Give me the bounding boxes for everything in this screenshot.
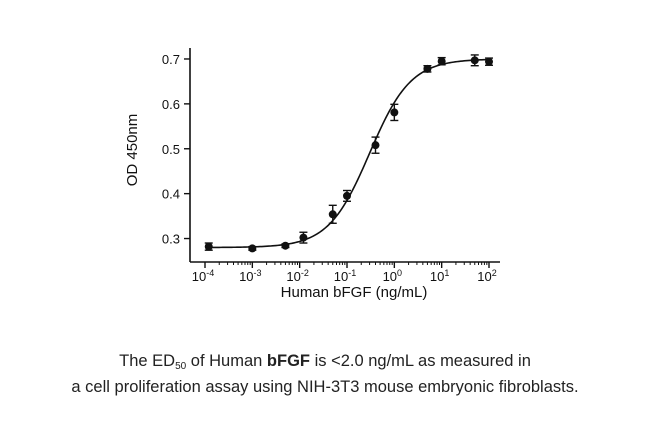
caption-subscript: 50: [175, 361, 187, 372]
x-tick-base: 10: [286, 269, 300, 284]
x-tick-label: 101: [430, 268, 449, 284]
data-point: [281, 241, 290, 250]
y-tick-label: 0.7: [162, 52, 180, 67]
data-point: [343, 191, 351, 200]
data-point: [485, 57, 493, 66]
x-tick-exponent: 2: [492, 268, 497, 278]
x-tick-base: 10: [477, 269, 491, 284]
x-tick-base: 10: [334, 269, 348, 284]
y-tick-label: 0.5: [162, 142, 180, 157]
x-tick-base: 10: [383, 269, 397, 284]
chart-svg: 10-4 10-3 10-2 10-1 100 101 1020.30.40.50.60.7…: [124, 48, 500, 301]
x-tick-base: 10: [430, 269, 444, 284]
caption-post: is <2.0 ng/mL as measured in: [309, 352, 531, 370]
y-tick-label: 0.6: [162, 97, 180, 112]
fit-curve: [204, 58, 490, 249]
figure-caption: The ED50 of Human bFGF is <2.0 ng/mL as …: [0, 348, 650, 400]
caption-line-2: a cell proliferation assay using NIH-3T3…: [71, 378, 579, 396]
x-tick-label: 102: [477, 268, 496, 284]
x-tick-exponent: -4: [206, 268, 214, 278]
x-tick-label: 10-4: [192, 268, 214, 284]
caption-mid: of Human: [186, 352, 267, 370]
chart-axes: [189, 48, 500, 263]
y-tick-label: 0.3: [162, 232, 180, 247]
x-tick-exponent: 0: [397, 268, 402, 278]
x-tick-exponent: -3: [254, 268, 262, 278]
x-tick-label: 100: [383, 268, 402, 284]
data-point: [328, 210, 337, 219]
data-point: [390, 108, 399, 117]
x-tick-base: 10: [192, 269, 206, 284]
caption-line-1: The ED50 of Human bFGF is <2.0 ng/mL as …: [0, 348, 650, 374]
data-point: [437, 57, 446, 66]
data-point: [204, 242, 213, 251]
y-tick-label: 0.4: [162, 187, 180, 202]
x-tick-exponent: -2: [301, 268, 309, 278]
caption-bold: bFGF: [266, 352, 310, 370]
x-tick-exponent: -1: [348, 268, 356, 278]
dose-response-chart: 10-4 10-3 10-2 10-1 100 101 102 0.3 0.4 0.5 0.6 0.7…: [124, 48, 500, 301]
data-point: [299, 233, 308, 242]
data-point: [371, 141, 380, 150]
y-axis-title: OD 450nm: [124, 114, 141, 187]
x-tick-label: 10-1: [334, 268, 356, 284]
x-tick-label: 10-3: [239, 268, 261, 284]
data-point: [470, 56, 479, 65]
x-axis-title: Human bFGF (ng/mL): [281, 284, 428, 301]
data-point: [248, 244, 257, 253]
fit-curve-layer: [204, 58, 490, 249]
x-tick-exponent: 1: [444, 268, 449, 278]
x-tick-label: 10-2: [286, 268, 308, 284]
x-tick-base: 10: [239, 269, 253, 284]
data-point: [423, 64, 432, 73]
caption-pre: The ED: [119, 352, 176, 370]
data-points-layer: [204, 54, 493, 253]
